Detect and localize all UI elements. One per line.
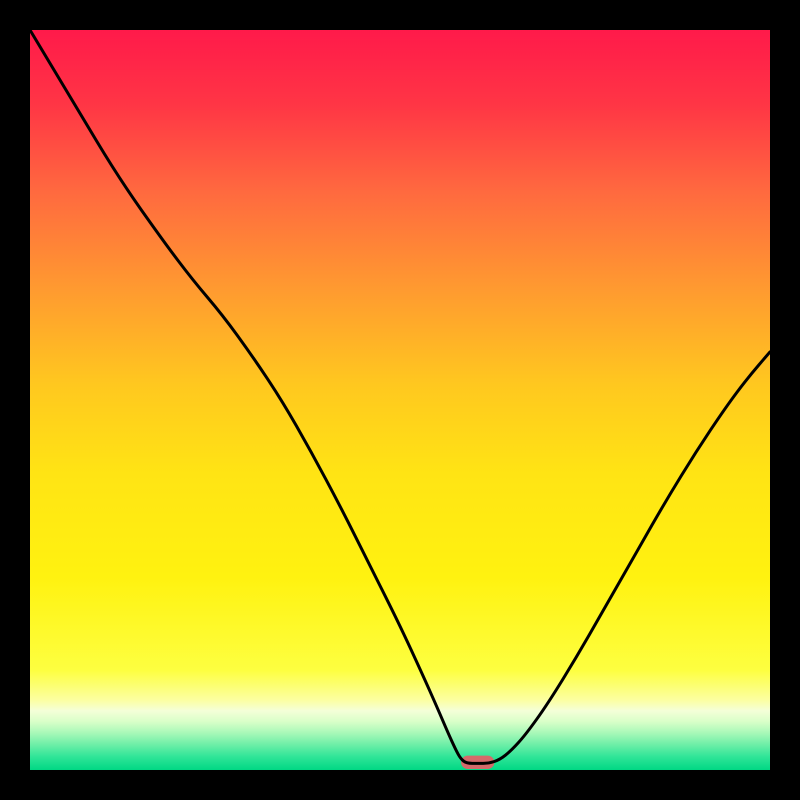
bottleneck-chart — [0, 0, 800, 800]
chart-root: TheBottleneck.com — [0, 0, 800, 800]
plot-gradient-background — [30, 30, 770, 770]
